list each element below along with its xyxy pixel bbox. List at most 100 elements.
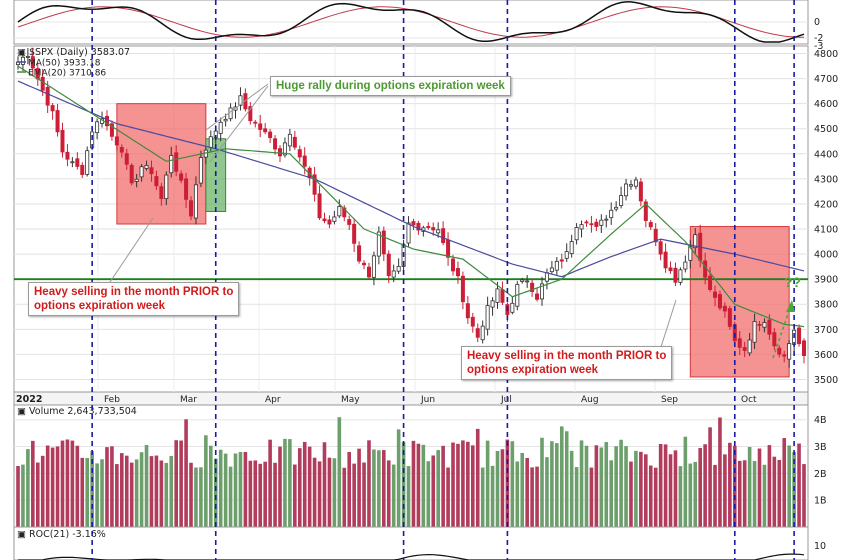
candle-down [673,267,678,283]
volume-bar-down [302,441,307,527]
ema20-legend-label: EMA(20) 3710.86 [28,69,106,79]
volume-bar-up [204,435,208,527]
volume-bar-up [213,458,218,527]
candle-down [584,221,589,224]
price-tick-label: 4000 [814,250,838,261]
volume-bar-down [530,467,534,527]
candle-up [614,206,619,210]
volume-bar-down [35,462,40,527]
volume-bar-up [401,442,406,527]
candle-down [154,176,159,187]
volume-bar-down [797,443,801,527]
candle-up [169,155,174,174]
roc-panel: ▣ ROC(21) -3.16% 10 [13,526,826,560]
candle-down [703,260,708,278]
roc-line [18,553,805,560]
volume-bar-up [21,464,25,527]
volume-bar-down [184,419,188,527]
candle-down [475,328,480,338]
candle-down [559,259,564,262]
upper-tick-label: -2 [814,33,823,44]
volume-bar-up [599,447,604,527]
candle-down [312,174,317,195]
volume-bar-up [372,449,376,527]
candle-down [589,223,594,226]
candle-down [802,340,807,356]
candle-down [426,226,431,228]
ema20-line [17,65,805,328]
volume-bar-down [258,463,263,527]
volume-bar-up [510,441,515,527]
volume-bar-down [644,454,648,527]
selling-1-pointer [109,217,154,283]
volume-bar-up [574,467,579,527]
volume-bar-down [658,444,663,527]
candle-down [386,253,391,277]
candle-down [352,223,357,244]
volume-bar-down [708,427,712,527]
upper-tick-label: 0 [814,17,820,28]
candle-down [258,123,263,130]
volume-bar-down [268,439,272,527]
volume-bar-down [120,453,124,527]
volume-bar-down [456,443,460,527]
candle-up [218,121,223,134]
candle-down [248,106,253,122]
volume-bar-down [110,446,114,527]
volume-bar-up [164,462,169,527]
volume-bar-up [540,437,544,527]
volume-bar-down [273,462,277,527]
volume-bar-down [466,441,470,527]
month-label: Mar [180,395,197,405]
candle-down [777,347,782,355]
volume-bar-up [495,450,500,527]
rally-pointer [209,85,269,163]
candle-down [124,153,129,165]
candle-up [228,107,233,120]
volume-bar-up [520,452,525,527]
volume-bar-down [742,460,747,527]
candle-down [277,148,282,157]
volume-bar-down [80,457,85,527]
selling-2-pointer [659,299,677,351]
price-tick-label: 4400 [814,149,838,160]
month-label: Jun [420,395,435,405]
candle-up [624,183,629,197]
volume-tick-label: 2B [814,469,827,480]
volume-bar-up [194,467,198,527]
price-tick-label: 4300 [814,174,838,185]
candle-down [742,347,747,351]
expiration-lines [91,0,795,560]
selling-1-line2: options expiration week [34,300,165,312]
volume-bar-down [342,467,347,527]
volume-tick-label: 3B [814,442,827,453]
candle-up [238,95,243,106]
volume-bar-down [129,462,134,527]
volume-bar-down [322,442,327,527]
candle-down [40,76,45,91]
price-tick-label: 3900 [814,275,838,286]
volume-bar-down [648,465,653,527]
candle-down [149,167,154,175]
candle-up [371,255,376,278]
candle-down [446,239,451,258]
candle-up [85,150,90,175]
candle-up [282,142,287,156]
candle-down [174,152,179,172]
volume-bar-up [139,452,144,527]
candle-up [25,56,30,58]
volume-bar-down [179,440,183,527]
price-tick-label: 3500 [814,375,838,386]
volume-bar-down [115,464,119,527]
volume-bar-down [431,455,436,527]
volume-bar-down [713,464,717,527]
volume-bar-up [337,417,342,527]
volume-bar-down [367,440,371,527]
volume-bar-up [579,440,584,527]
candle-up [406,222,411,244]
candle-down [727,308,732,327]
volume-bar-up [559,426,564,527]
candle-down [455,268,460,277]
candle-up [480,325,485,341]
candle-down [668,267,673,272]
